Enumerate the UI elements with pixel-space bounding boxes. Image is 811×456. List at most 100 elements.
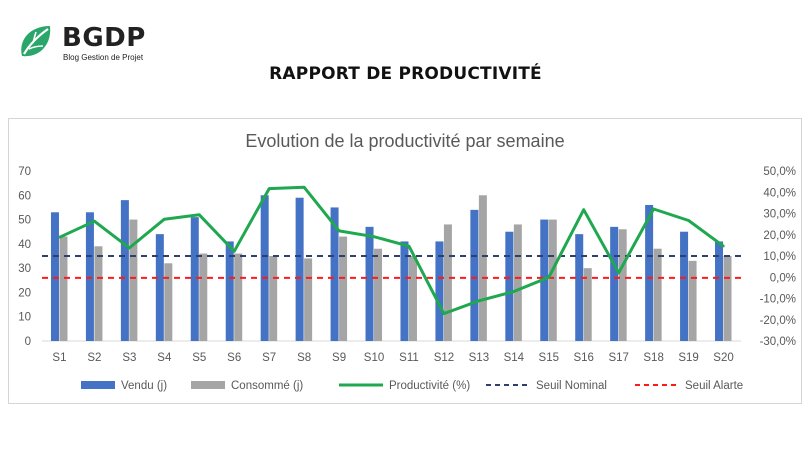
bar-consomme xyxy=(94,246,103,341)
productivite-point xyxy=(512,290,516,293)
x-tick-label: S1 xyxy=(52,352,66,364)
bar-vendu xyxy=(295,197,304,341)
bar-vendu xyxy=(680,231,689,341)
bar-vendu xyxy=(85,212,94,341)
bar-consomme xyxy=(583,268,592,341)
bar-vendu xyxy=(260,195,269,341)
x-tick-label: S15 xyxy=(539,352,559,364)
legend-seuil-alerte-label: Seuil Alarte xyxy=(685,380,743,392)
productivite-point xyxy=(372,235,376,238)
legend-consomme-label: Consommé (j) xyxy=(231,380,303,392)
x-tick-label: S20 xyxy=(713,352,733,364)
productivite-point xyxy=(547,276,550,279)
brand-tagline: Blog Gestion de Projet xyxy=(63,53,144,62)
y-right-tick-label: -10,0% xyxy=(760,294,796,306)
x-tick-label: S18 xyxy=(643,352,663,364)
y-left-tick-label: 50 xyxy=(18,215,31,227)
bar-vendu xyxy=(435,241,444,341)
bar-vendu xyxy=(190,217,199,341)
x-tick-label: S11 xyxy=(399,352,419,364)
y-right-tick-label: -20,0% xyxy=(760,315,796,327)
x-tick-label: S17 xyxy=(608,352,628,364)
productivite-point xyxy=(617,271,620,274)
productivite-point xyxy=(233,250,236,253)
brand-logo: BGDP Blog Gestion de Projet xyxy=(16,22,166,68)
y-right-tick-label: 50,0% xyxy=(763,166,796,178)
y-left-tick-label: 20 xyxy=(18,287,31,299)
productivity-chart: 0 10 20 30 40 50 60 70 -30,0% -20,0% -10,0% 0,0% 10,… xyxy=(18,166,796,392)
bar-vendu xyxy=(575,234,584,341)
bar-consomme xyxy=(478,195,487,341)
brand-name: BGDP xyxy=(62,23,146,53)
x-tick-label: S9 xyxy=(332,352,346,364)
bar-consomme xyxy=(129,219,138,341)
productivite-point xyxy=(163,218,166,221)
y-left-tick-label: 70 xyxy=(18,166,31,178)
y-right-tick-label: -30,0% xyxy=(760,336,796,348)
y-left-tick-label: 0 xyxy=(25,336,31,348)
productivite-point xyxy=(58,236,61,239)
bar-consomme xyxy=(199,253,208,341)
x-tick-label: S13 xyxy=(469,352,489,364)
bar-consomme xyxy=(548,219,557,341)
productivite-point xyxy=(128,246,131,250)
y-left-tick-label: 40 xyxy=(18,239,31,251)
x-tick-label: S5 xyxy=(192,352,206,364)
bar-consomme xyxy=(304,258,313,341)
legend-consomme-swatch xyxy=(191,381,225,389)
bar-consomme xyxy=(723,256,732,341)
legend-vendu-label: Vendu (j) xyxy=(121,380,167,392)
x-tick-label: S2 xyxy=(87,352,101,364)
leaf-logo-icon xyxy=(21,26,51,57)
bar-consomme xyxy=(688,260,697,341)
bar-consomme xyxy=(269,256,278,341)
productivite-point xyxy=(198,213,201,216)
y-right-tick-label: 40,0% xyxy=(763,187,796,199)
bar-vendu xyxy=(155,234,164,341)
y-right-tick-label: 30,0% xyxy=(763,209,796,221)
bar-vendu xyxy=(645,205,654,341)
bar-vendu xyxy=(400,241,409,341)
productivite-point xyxy=(687,219,690,222)
legend-vendu-swatch xyxy=(81,381,115,389)
bar-vendu xyxy=(470,209,479,341)
bar-consomme xyxy=(653,248,662,341)
y-right-tick-label: 20,0% xyxy=(763,230,796,242)
x-tick-label: S3 xyxy=(122,352,136,364)
chart-frame: Evolution de la productivité par semaine… xyxy=(8,118,802,404)
x-tick-label: S14 xyxy=(504,352,525,364)
bar-vendu xyxy=(610,226,619,341)
productivite-point xyxy=(722,245,725,248)
productivite-point xyxy=(337,229,341,233)
y-left-tick-label: 30 xyxy=(18,263,31,275)
x-tick-label: S10 xyxy=(364,352,384,364)
bar-vendu xyxy=(50,212,59,341)
bar-consomme xyxy=(164,263,173,341)
bar-vendu xyxy=(225,241,234,341)
y-left-tick-label: 10 xyxy=(18,312,31,324)
bar-consomme xyxy=(374,248,383,341)
productivite-point xyxy=(267,187,271,190)
productivite-point xyxy=(93,219,96,223)
bar-consomme xyxy=(513,224,522,341)
bar-vendu xyxy=(365,226,374,341)
report-title: RAPPORT DE PRODUCTIVITÉ xyxy=(269,64,542,84)
bar-vendu xyxy=(505,231,514,341)
productivite-point xyxy=(302,185,306,189)
bar-vendu xyxy=(120,200,129,341)
x-tick-label: S19 xyxy=(678,352,698,364)
bar-vendu xyxy=(715,241,724,341)
bar-consomme xyxy=(59,236,68,341)
productivite-point xyxy=(442,312,446,315)
legend-seuil-nominal-label: Seuil Nominal xyxy=(536,380,607,392)
productivite-point xyxy=(407,245,411,248)
y-right-tick-label: 10,0% xyxy=(763,251,796,263)
y-left-tick-label: 60 xyxy=(18,190,31,202)
bar-consomme xyxy=(234,253,243,341)
bar-consomme xyxy=(339,236,348,341)
x-tick-label: S12 xyxy=(434,352,454,364)
y-right-tick-label: 0,0% xyxy=(770,272,796,284)
productivite-line xyxy=(58,185,725,316)
x-tick-label: S7 xyxy=(262,352,276,364)
x-tick-label: S6 xyxy=(227,352,241,364)
